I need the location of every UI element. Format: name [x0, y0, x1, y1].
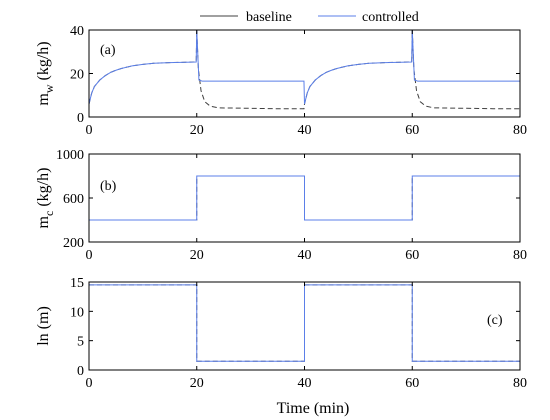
series-line-controlled [89, 30, 520, 105]
y-tick-label: 20 [70, 68, 84, 83]
series-line-controlled [89, 284, 520, 362]
series-line-controlled [89, 175, 520, 221]
x-tick-label: 20 [190, 248, 204, 263]
x-tick-label: 40 [298, 123, 312, 138]
x-tick-label: 80 [513, 376, 527, 391]
y-axis-label: ln (m) [35, 306, 52, 346]
y-tick-label: 5 [77, 335, 84, 350]
panel-a: 0 20 40 60 80 0 20 40 (a) mw (kg/h) [35, 24, 527, 138]
panel-tag: (c) [487, 313, 503, 328]
x-tick-label: 80 [513, 248, 527, 263]
y-tick-label: 15 [70, 276, 84, 291]
y-tick-label: 200 [63, 236, 84, 251]
y-tick-label: 600 [63, 192, 84, 207]
panel-tag: (b) [100, 179, 117, 194]
x-tick-label: 40 [298, 376, 312, 391]
legend-label-controlled: controlled [362, 10, 419, 25]
x-axis-label: Time (min) [277, 400, 350, 417]
y-tick-label: 0 [77, 111, 84, 126]
series-group [89, 30, 520, 110]
legend-label-baseline: baseline [246, 10, 292, 25]
x-tick-label: 60 [405, 123, 419, 138]
y-axis-label: mc (kg/h) [35, 168, 56, 229]
panel-c: 0 20 40 60 80 0 5 10 15 (c) ln (m) [35, 276, 527, 391]
series-group [89, 284, 520, 362]
x-tick-label: 40 [298, 248, 312, 263]
y-tick-label: 10 [70, 305, 84, 320]
x-tick-label: 60 [405, 376, 419, 391]
y-axis-label: mw (kg/h) [35, 41, 56, 105]
x-tick-label: 60 [405, 248, 419, 263]
x-tick-label: 20 [190, 123, 204, 138]
x-tick-label: 0 [86, 248, 93, 263]
x-tick-label: 0 [86, 376, 93, 391]
legend: baseline controlled [200, 10, 419, 25]
x-tick-label: 0 [86, 123, 93, 138]
y-tick-label: 1000 [56, 148, 84, 163]
series-group [89, 175, 520, 221]
x-tick-label: 20 [190, 376, 204, 391]
panel-tag: (a) [100, 43, 116, 58]
y-tick-label: 0 [77, 364, 84, 379]
x-tick-label: 80 [513, 123, 527, 138]
y-tick-label: 40 [70, 24, 84, 39]
panel-b: 0 20 40 60 80 200 600 1000 (b) mc (kg/h) [35, 148, 527, 263]
